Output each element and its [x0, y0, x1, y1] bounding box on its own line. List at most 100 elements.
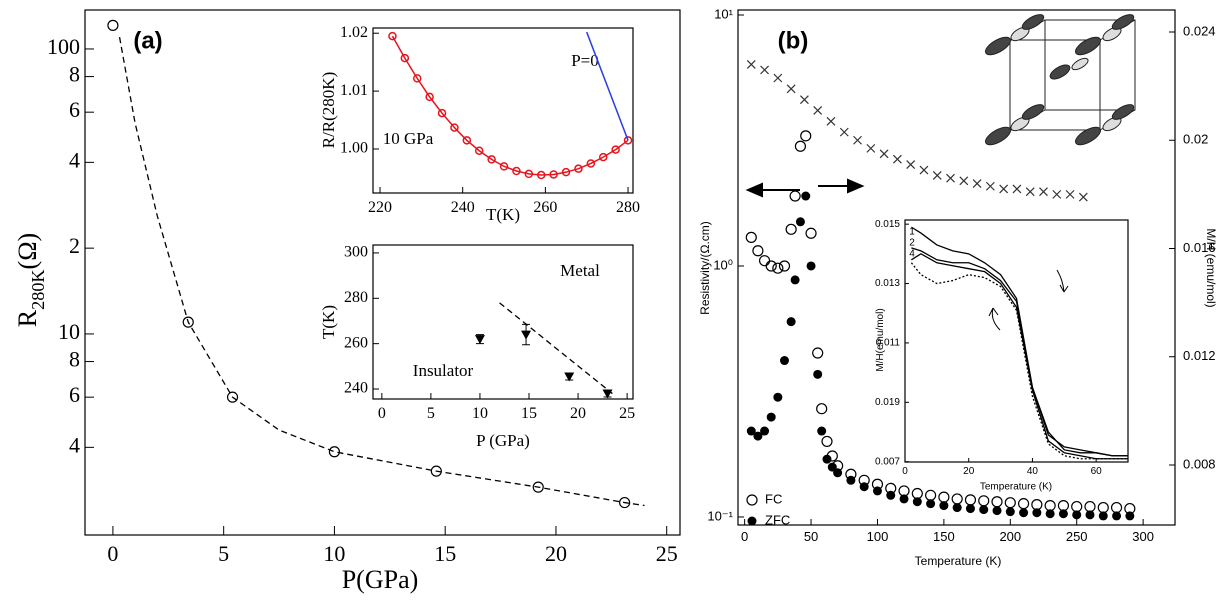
inset-arrow: [1056, 269, 1069, 293]
y-tick-label: 6: [69, 382, 80, 407]
x-tick-label: 15: [521, 405, 537, 422]
marker: [524, 169, 534, 179]
y-tick-label: 6: [69, 97, 80, 122]
marker: [872, 486, 882, 496]
y-axis-label-part: M/H(emu/mol): [875, 308, 886, 371]
panel-label: (a): [133, 27, 162, 54]
orbital: [985, 126, 1011, 146]
x-tick-label: 0: [378, 405, 386, 422]
y-tick-label: 10⁻¹: [707, 508, 733, 523]
marker: [919, 165, 929, 175]
marker: [462, 136, 472, 145]
marker: [1112, 511, 1122, 521]
x-axis-label: T(K): [486, 205, 520, 224]
marker: [400, 53, 410, 63]
marker: [790, 275, 800, 285]
y-tick-label: 4: [69, 432, 80, 457]
y-tick-label: 0.007: [875, 456, 900, 467]
marker: [785, 223, 797, 235]
orbital: [1021, 14, 1045, 30]
marker: [946, 173, 955, 183]
legend-marker: [747, 516, 757, 526]
marker: [611, 145, 620, 154]
marker: [752, 245, 764, 257]
annotation: Metal: [560, 261, 600, 280]
marker: [778, 260, 791, 272]
series-line: [911, 253, 1128, 460]
marker: [760, 65, 769, 75]
y-tick-label: 10: [58, 319, 80, 344]
plot-frame: [737, 9, 1176, 526]
y-tick-label: 100: [47, 34, 80, 59]
marker: [1019, 508, 1029, 518]
marker: [474, 146, 484, 155]
marker: [795, 217, 805, 227]
y-tick-label: 0.013: [875, 278, 900, 289]
x-tick-label: 5: [427, 405, 435, 422]
x-tick-label: 25: [656, 541, 678, 566]
marker: [1125, 511, 1135, 521]
x-tick-label: 300: [1132, 529, 1154, 544]
y-tick-label: 4: [69, 147, 80, 172]
marker: [1005, 507, 1015, 517]
x-axis-label: P(GPa): [342, 565, 419, 594]
arrow-head: [745, 182, 763, 198]
marker: [779, 356, 789, 366]
annotation: P=0: [571, 51, 599, 70]
marker: [833, 468, 843, 478]
arrows: [745, 178, 865, 198]
chart-panel: 0 50 100 150 200 250 30010¹10⁰10⁻¹0.0240.020.0…: [698, 6, 1218, 568]
series-line: [499, 302, 613, 395]
panel-label: (b): [778, 27, 809, 54]
legend-marker: [746, 494, 758, 506]
series-line: [911, 247, 1128, 457]
marker: [806, 261, 816, 271]
x-tick-label: 150: [933, 529, 955, 544]
marker: [182, 316, 194, 328]
inset-arrow: [988, 307, 1001, 331]
marker: [388, 31, 397, 41]
marker: [623, 136, 633, 145]
marker: [226, 391, 239, 403]
chart-panel: 0 20 40 60 0.015 0.013 0.011 0.019 0.007 Temperat…: [875, 219, 1129, 493]
marker: [816, 403, 828, 415]
marker: [992, 506, 1002, 516]
marker: [772, 262, 784, 274]
orbital: [985, 36, 1011, 56]
series-line: [585, 31, 629, 141]
y-tick-label: 280: [344, 289, 368, 306]
cube-back: [1044, 19, 1136, 111]
marker: [532, 481, 544, 493]
y-tick-label: 10⁰: [713, 257, 733, 272]
x-tick-label: 50: [804, 529, 818, 544]
marker: [985, 181, 995, 191]
marker: [979, 505, 989, 515]
marker: [853, 135, 862, 145]
marker: [859, 482, 869, 492]
y2-tick-label: 0.016: [1183, 240, 1216, 255]
y-tick-label: 1.00: [340, 140, 368, 157]
y-axis-label-part: T(K): [319, 305, 338, 339]
orbital: [1111, 14, 1135, 30]
y2-tick-label: 0.012: [1183, 348, 1216, 363]
curve-label: 2: [909, 238, 915, 249]
y-axis-label-part: R/R(280K): [319, 72, 338, 149]
marker: [846, 475, 856, 485]
x-tick-label: 0: [902, 466, 908, 477]
marker: [760, 426, 770, 436]
x-tick-label: 280: [616, 199, 640, 216]
x-tick-label: 40: [1027, 466, 1039, 477]
marker: [812, 347, 824, 359]
chart-panel: 0 5 10 15 20 25 240 260 280 300 P (GPa) T(K) Metal In…: [319, 244, 635, 450]
annotation: Insulator: [413, 361, 474, 380]
y-axis-label: R/R(280K): [319, 72, 338, 149]
y-tick-label: 1.02: [340, 24, 368, 41]
y-tick-label: 10¹: [714, 6, 733, 21]
series-line: [910, 262, 1128, 460]
marker: [799, 95, 809, 105]
marker: [536, 170, 546, 180]
y-tick-label: 300: [344, 244, 368, 261]
y-tick-label: 1.01: [340, 82, 368, 99]
x-tick-label: 20: [570, 405, 586, 422]
